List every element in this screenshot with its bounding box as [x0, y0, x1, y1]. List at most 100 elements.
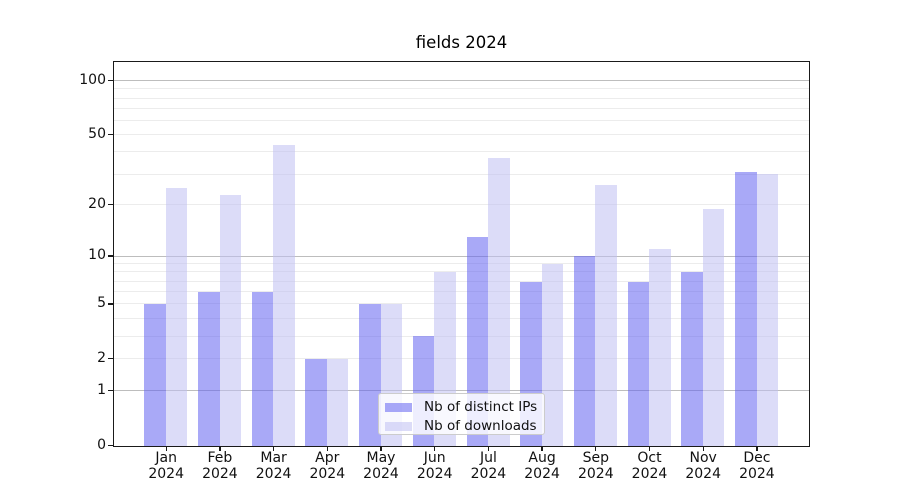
- bar-distinct-ips: [144, 304, 166, 446]
- x-axis-tick-mark: [595, 446, 597, 451]
- x-axis-tick-mark: [487, 446, 490, 451]
- legend-swatch-distinct-ips: [385, 402, 412, 412]
- legend-swatch-downloads: [385, 421, 412, 431]
- bar-downloads: [488, 158, 510, 446]
- gridline-minor: [114, 97, 809, 99]
- x-axis-tick-mark: [165, 446, 167, 451]
- y-axis-tick-label: 1: [97, 382, 106, 399]
- y-axis-tick-label: 100: [79, 72, 106, 89]
- x-axis-tick-label-line: 2024: [363, 465, 399, 482]
- x-axis-tick-mark: [541, 446, 543, 451]
- x-axis-tick-label: Jul 2024: [457, 450, 519, 482]
- x-axis-tick-label-line: 2024: [416, 465, 453, 482]
- legend-item-downloads: Nb of downloads: [385, 417, 544, 435]
- bar-downloads: [165, 188, 188, 446]
- x-axis-tick-label-line: Oct: [637, 450, 662, 466]
- bar-distinct-ips: [305, 359, 327, 446]
- x-axis-tick-mark: [434, 446, 436, 451]
- legend: Nb of distinct IPs Nb of downloads: [378, 393, 545, 435]
- x-axis-tick-label-line: Feb: [207, 450, 233, 466]
- gridline-minor: [114, 88, 809, 90]
- bar-downloads: [273, 144, 295, 446]
- x-axis-tick-label: Mar 2024: [243, 450, 305, 482]
- x-axis-tick-label-line: Nov: [689, 450, 717, 466]
- x-axis-tick-mark: [326, 446, 328, 451]
- bar-downloads: [756, 174, 778, 446]
- bar-downloads: [326, 359, 349, 446]
- gridline-major: [114, 80, 809, 82]
- x-axis-tick-label: Sep 2024: [565, 450, 627, 482]
- bar-downloads: [219, 194, 241, 446]
- x-axis-tick-mark: [648, 446, 651, 451]
- x-axis-tick-label: Nov 2024: [672, 450, 734, 482]
- bar-distinct-ips: [681, 272, 703, 446]
- x-axis-tick-label-line: Apr: [315, 450, 340, 466]
- gridline-minor: [114, 151, 809, 153]
- legend-item-distinct-ips: Nb of distinct IPs: [385, 398, 544, 416]
- y-axis-tick-mark: [108, 390, 113, 392]
- gridline-major: [114, 390, 809, 392]
- x-axis-tick-label: Dec 2024: [726, 450, 788, 482]
- x-axis-tick-label-line: Jun: [423, 450, 446, 466]
- y-axis-tick-mark: [108, 444, 113, 447]
- y-axis-tick-label: 2: [97, 350, 106, 367]
- y-axis-tick-label: 0: [97, 437, 106, 454]
- y-axis-tick-label: 50: [88, 126, 106, 143]
- y-axis-tick-mark: [108, 303, 113, 305]
- y-axis-tick-mark: [108, 255, 113, 257]
- gridline-minor: [114, 271, 809, 273]
- x-axis-tick-label-line: Sep: [582, 450, 609, 466]
- y-axis-tick-label: 5: [97, 295, 106, 312]
- y-axis-tick-label: 10: [88, 247, 106, 264]
- gridline-minor: [114, 335, 809, 337]
- x-axis-tick-label-line: 2024: [148, 465, 184, 482]
- gridline-minor: [114, 358, 809, 360]
- bar-downloads: [595, 185, 617, 446]
- gridline-minor: [114, 173, 809, 175]
- bar-distinct-ips: [251, 292, 274, 446]
- x-axis-tick-label-line: 2024: [202, 465, 238, 482]
- bar-downloads: [649, 249, 671, 446]
- x-axis-tick-label: May 2024: [350, 450, 412, 482]
- gridline-minor: [114, 291, 809, 293]
- gridline-minor: [114, 280, 809, 282]
- x-axis-tick-label-line: 2024: [577, 465, 614, 482]
- y-axis-tick-mark: [108, 79, 113, 82]
- y-axis-tick-label: 20: [88, 196, 106, 213]
- x-axis-tick-mark: [756, 446, 758, 451]
- plot-area: [113, 61, 810, 447]
- gridline-major: [114, 255, 809, 257]
- bar-distinct-ips: [359, 304, 381, 446]
- x-axis-tick-label: Jan 2024: [135, 450, 197, 482]
- x-axis-tick-label: Jun 2024: [404, 450, 466, 482]
- x-axis-tick-label-line: Aug: [528, 450, 556, 466]
- x-axis-tick-label: Feb 2024: [189, 450, 251, 482]
- y-axis-tick-mark: [108, 204, 113, 206]
- legend-label-downloads: Nb of downloads: [424, 418, 537, 434]
- legend-label-distinct-ips: Nb of distinct IPs: [424, 399, 538, 415]
- gridline-minor: [114, 303, 809, 305]
- x-axis-tick-label-line: May: [366, 450, 396, 466]
- x-axis-tick-mark: [219, 446, 221, 451]
- bar-distinct-ips: [627, 281, 650, 446]
- x-axis-tick-label-line: 2024: [685, 465, 721, 482]
- gridline-minor: [114, 317, 809, 319]
- x-axis-tick-label-line: 2024: [739, 465, 775, 482]
- x-axis-tick-label-line: 2024: [309, 465, 346, 482]
- x-axis-tick-label: Aug 2024: [511, 450, 573, 482]
- bar-distinct-ips: [198, 292, 220, 446]
- x-axis-tick-label-line: 2024: [631, 465, 668, 482]
- x-axis-tick-mark: [702, 446, 704, 451]
- x-axis-tick-label-line: 2024: [470, 465, 507, 482]
- gridline-minor: [114, 134, 809, 136]
- gridline-minor: [114, 204, 809, 206]
- gridline-minor: [114, 263, 809, 265]
- x-axis-tick-label-line: Jan: [155, 450, 177, 466]
- x-axis-tick-label: Oct 2024: [619, 450, 681, 482]
- x-axis-tick-label-line: 2024: [255, 465, 292, 482]
- x-axis-tick-label-line: Mar: [260, 450, 287, 466]
- bar-downloads: [702, 209, 725, 446]
- y-axis-tick-mark: [108, 133, 113, 136]
- x-axis-tick-label-line: Jul: [479, 450, 497, 466]
